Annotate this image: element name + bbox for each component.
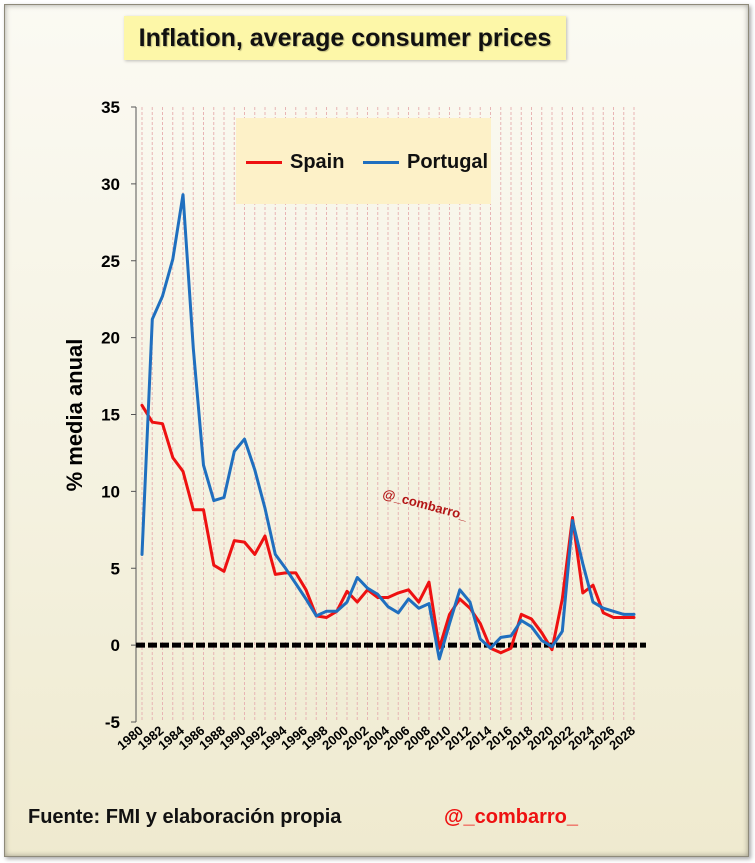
y-tick-label--5: -5 — [105, 713, 120, 732]
y-tick-label-20: 20 — [101, 329, 120, 348]
series-line-portugal — [140, 193, 636, 661]
y-tick-label-10: 10 — [101, 482, 120, 501]
source-note: Fuente: FMI y elaboración propia — [28, 806, 342, 828]
series-lines — [140, 193, 636, 661]
y-tick-label-0: 0 — [111, 636, 120, 655]
legend-item-portugal: Portugal — [363, 151, 488, 174]
y-tick-label-30: 30 — [101, 175, 120, 194]
y-tick-label-15: 15 — [101, 406, 120, 425]
x-axis: 1980198219841986198819901992199419961998… — [114, 722, 638, 753]
y-tick-label-5: 5 — [111, 559, 120, 578]
y-axis: -5 0 5 10 15 20 25 30 35 — [101, 98, 646, 732]
grid-lines — [141, 107, 635, 722]
legend-swatch-portugal — [363, 161, 399, 164]
author-handle: @_combarro_ — [444, 806, 578, 828]
legend-label-spain: Spain — [290, 151, 345, 173]
legend-item-spain: Spain — [246, 151, 344, 174]
series-line-spain — [140, 403, 636, 655]
legend-swatch-spain — [246, 161, 282, 164]
legend-label-portugal: Portugal — [407, 151, 489, 173]
y-tick-label-35: 35 — [101, 98, 120, 117]
chart-title-box: Inflation, average consumer prices — [124, 16, 566, 60]
legend: Spain Portugal — [236, 118, 491, 204]
chart-title: Inflation, average consumer prices — [138, 23, 552, 52]
y-tick-label-25: 25 — [101, 252, 120, 271]
y-axis-label: % media anual — [62, 338, 87, 492]
